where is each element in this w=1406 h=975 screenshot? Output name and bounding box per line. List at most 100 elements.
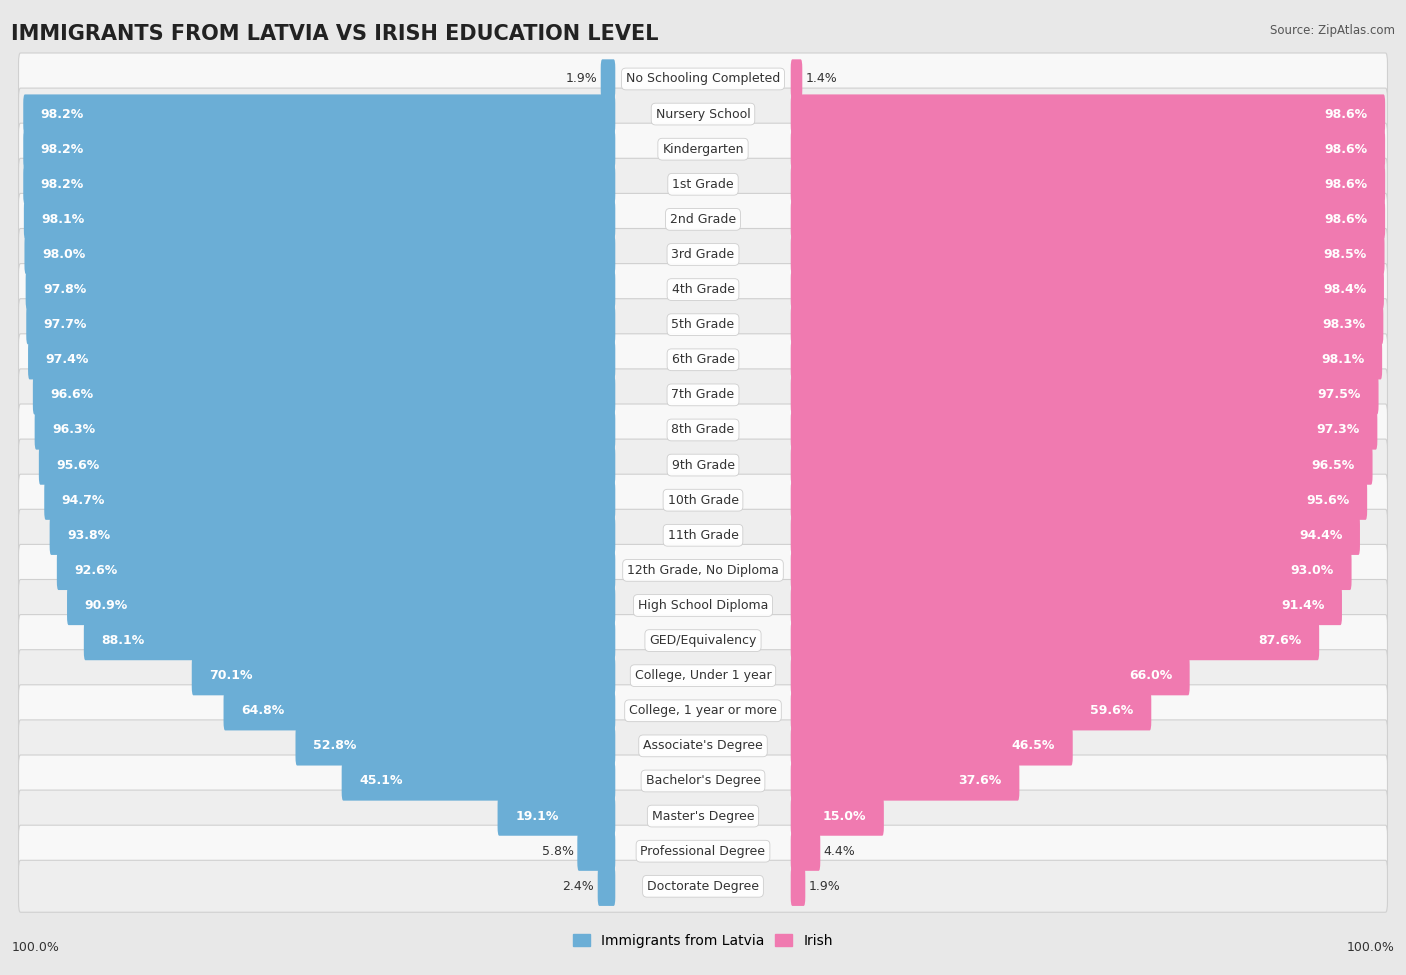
FancyBboxPatch shape: [790, 656, 1189, 695]
Text: Master's Degree: Master's Degree: [652, 809, 754, 823]
FancyBboxPatch shape: [24, 235, 616, 274]
FancyBboxPatch shape: [18, 720, 1388, 772]
Text: 98.6%: 98.6%: [1324, 213, 1368, 226]
Text: 11th Grade: 11th Grade: [668, 528, 738, 542]
FancyBboxPatch shape: [24, 165, 616, 204]
FancyBboxPatch shape: [18, 509, 1388, 562]
Text: 1.4%: 1.4%: [806, 72, 838, 86]
Text: 94.4%: 94.4%: [1299, 528, 1343, 542]
Text: 64.8%: 64.8%: [240, 704, 284, 718]
Text: 2nd Grade: 2nd Grade: [669, 213, 737, 226]
FancyBboxPatch shape: [790, 867, 806, 906]
Text: 91.4%: 91.4%: [1281, 599, 1324, 612]
Text: No Schooling Completed: No Schooling Completed: [626, 72, 780, 86]
Text: 98.2%: 98.2%: [41, 142, 84, 156]
Text: 59.6%: 59.6%: [1091, 704, 1133, 718]
Text: 98.2%: 98.2%: [41, 107, 84, 121]
FancyBboxPatch shape: [18, 684, 1388, 737]
Text: 98.6%: 98.6%: [1324, 142, 1368, 156]
FancyBboxPatch shape: [790, 481, 1367, 520]
Text: 12th Grade, No Diploma: 12th Grade, No Diploma: [627, 564, 779, 577]
FancyBboxPatch shape: [49, 516, 616, 555]
Text: 93.0%: 93.0%: [1291, 564, 1334, 577]
FancyBboxPatch shape: [44, 481, 616, 520]
FancyBboxPatch shape: [18, 228, 1388, 281]
FancyBboxPatch shape: [498, 797, 616, 836]
Text: 3rd Grade: 3rd Grade: [672, 248, 734, 261]
Text: 95.6%: 95.6%: [1306, 493, 1350, 507]
Text: Associate's Degree: Associate's Degree: [643, 739, 763, 753]
Text: 97.4%: 97.4%: [45, 353, 89, 367]
FancyBboxPatch shape: [790, 305, 1384, 344]
Text: 97.5%: 97.5%: [1317, 388, 1361, 402]
Text: Source: ZipAtlas.com: Source: ZipAtlas.com: [1270, 24, 1395, 37]
FancyBboxPatch shape: [18, 53, 1388, 105]
FancyBboxPatch shape: [342, 761, 616, 800]
FancyBboxPatch shape: [18, 825, 1388, 878]
Text: 98.6%: 98.6%: [1324, 177, 1368, 191]
FancyBboxPatch shape: [18, 123, 1388, 176]
Text: 52.8%: 52.8%: [314, 739, 356, 753]
FancyBboxPatch shape: [790, 551, 1351, 590]
FancyBboxPatch shape: [18, 860, 1388, 913]
Text: College, 1 year or more: College, 1 year or more: [628, 704, 778, 718]
FancyBboxPatch shape: [790, 95, 1385, 134]
FancyBboxPatch shape: [790, 270, 1384, 309]
Text: GED/Equivalency: GED/Equivalency: [650, 634, 756, 647]
FancyBboxPatch shape: [790, 200, 1385, 239]
FancyBboxPatch shape: [25, 270, 616, 309]
Text: 5th Grade: 5th Grade: [672, 318, 734, 332]
Text: 95.6%: 95.6%: [56, 458, 100, 472]
Text: 46.5%: 46.5%: [1012, 739, 1054, 753]
Text: Kindergarten: Kindergarten: [662, 142, 744, 156]
Text: 98.4%: 98.4%: [1323, 283, 1367, 296]
FancyBboxPatch shape: [790, 586, 1341, 625]
Text: 100.0%: 100.0%: [11, 941, 59, 955]
FancyBboxPatch shape: [18, 474, 1388, 526]
Text: IMMIGRANTS FROM LATVIA VS IRISH EDUCATION LEVEL: IMMIGRANTS FROM LATVIA VS IRISH EDUCATIO…: [11, 24, 659, 45]
FancyBboxPatch shape: [295, 726, 616, 765]
Text: 5.8%: 5.8%: [541, 844, 574, 858]
FancyBboxPatch shape: [56, 551, 616, 590]
FancyBboxPatch shape: [790, 130, 1385, 169]
FancyBboxPatch shape: [18, 263, 1388, 316]
FancyBboxPatch shape: [191, 656, 616, 695]
Text: Professional Degree: Professional Degree: [641, 844, 765, 858]
FancyBboxPatch shape: [790, 340, 1382, 379]
Text: Doctorate Degree: Doctorate Degree: [647, 879, 759, 893]
Text: 87.6%: 87.6%: [1258, 634, 1302, 647]
FancyBboxPatch shape: [18, 790, 1388, 842]
FancyBboxPatch shape: [18, 544, 1388, 597]
Text: 97.8%: 97.8%: [44, 283, 86, 296]
FancyBboxPatch shape: [790, 761, 1019, 800]
Text: 70.1%: 70.1%: [209, 669, 253, 682]
FancyBboxPatch shape: [24, 130, 616, 169]
Text: 66.0%: 66.0%: [1129, 669, 1173, 682]
Text: 10th Grade: 10th Grade: [668, 493, 738, 507]
Text: 4th Grade: 4th Grade: [672, 283, 734, 296]
Text: 96.6%: 96.6%: [51, 388, 94, 402]
Text: 97.3%: 97.3%: [1316, 423, 1360, 437]
Text: 7th Grade: 7th Grade: [672, 388, 734, 402]
Text: 94.7%: 94.7%: [62, 493, 105, 507]
FancyBboxPatch shape: [67, 586, 616, 625]
FancyBboxPatch shape: [600, 59, 616, 98]
Legend: Immigrants from Latvia, Irish: Immigrants from Latvia, Irish: [568, 928, 838, 954]
Text: 1.9%: 1.9%: [808, 879, 841, 893]
FancyBboxPatch shape: [39, 446, 616, 485]
FancyBboxPatch shape: [27, 305, 616, 344]
Text: 98.2%: 98.2%: [41, 177, 84, 191]
FancyBboxPatch shape: [18, 404, 1388, 456]
Text: 98.1%: 98.1%: [41, 213, 84, 226]
FancyBboxPatch shape: [18, 755, 1388, 807]
FancyBboxPatch shape: [18, 193, 1388, 246]
Text: 15.0%: 15.0%: [823, 809, 866, 823]
FancyBboxPatch shape: [18, 369, 1388, 421]
Text: High School Diploma: High School Diploma: [638, 599, 768, 612]
FancyBboxPatch shape: [790, 446, 1372, 485]
Text: 98.6%: 98.6%: [1324, 107, 1368, 121]
Text: 2.4%: 2.4%: [562, 879, 595, 893]
FancyBboxPatch shape: [790, 691, 1152, 730]
Text: 1.9%: 1.9%: [565, 72, 598, 86]
FancyBboxPatch shape: [790, 726, 1073, 765]
